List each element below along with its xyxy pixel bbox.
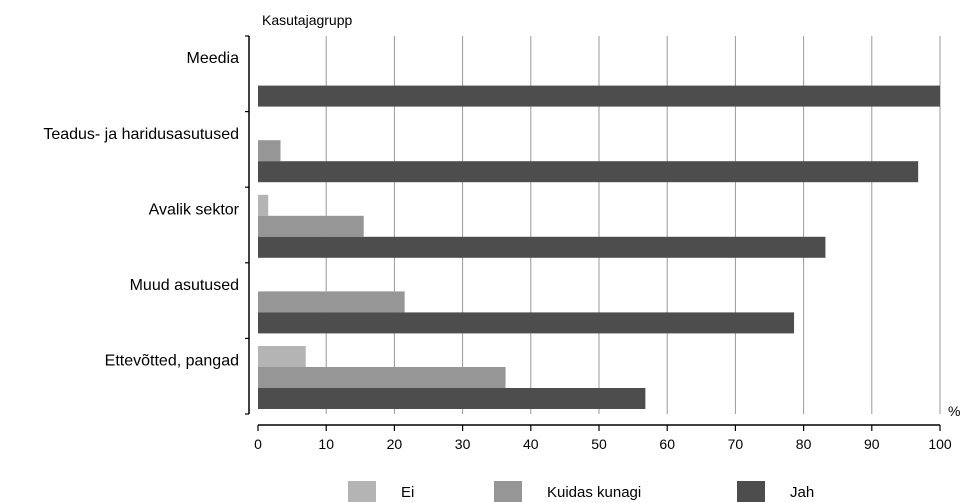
x-tick-label: 10 [318,436,334,452]
legend-label: Kuidas kunagi [547,484,641,501]
x-tick-label: 20 [387,436,403,452]
x-tick-label: 0 [254,436,262,452]
x-tick-label: 30 [455,436,471,452]
legend-label: Ei [401,484,414,501]
category-label: Teadus- ja haridusasutused [43,126,239,143]
bar [258,194,269,216]
bar [258,367,506,388]
legend: Ei Kuidas kunagi Jah [348,481,814,502]
y-axis-title: Kasutajagrupp [262,12,353,28]
x-tick-label: 50 [591,436,607,452]
bar [258,140,281,162]
bar [258,161,919,183]
category-label: Meedia [187,50,240,67]
legend-label: Jah [790,484,814,501]
category-label: Avalik sektor [149,201,240,218]
bar [258,291,405,313]
category-label: Ettevõtted, pangad [105,353,239,370]
category-label: Muud asutused [130,277,239,294]
bar [258,312,795,334]
x-tick-label: 100 [928,436,952,452]
x-tick-label: 90 [864,436,880,452]
x-tick-label: 60 [659,436,675,452]
bar [258,236,826,258]
x-tick-label: 40 [523,436,539,452]
x-axis-unit: % [948,403,960,419]
x-tick-label: 80 [796,436,812,452]
legend-swatch [737,481,765,502]
category-labels: Meedia Teadus- ja haridusasutused Avalik s… [43,50,239,369]
x-ticks: 0 10 20 30 40 50 60 70 80 90 100 [254,425,952,452]
x-tick-label: 70 [728,436,744,452]
bar [258,346,306,367]
bar [258,388,646,409]
bar [258,85,940,107]
bars [258,85,940,409]
bar [258,215,364,237]
legend-swatch [494,481,522,502]
legend-swatch [348,481,376,502]
